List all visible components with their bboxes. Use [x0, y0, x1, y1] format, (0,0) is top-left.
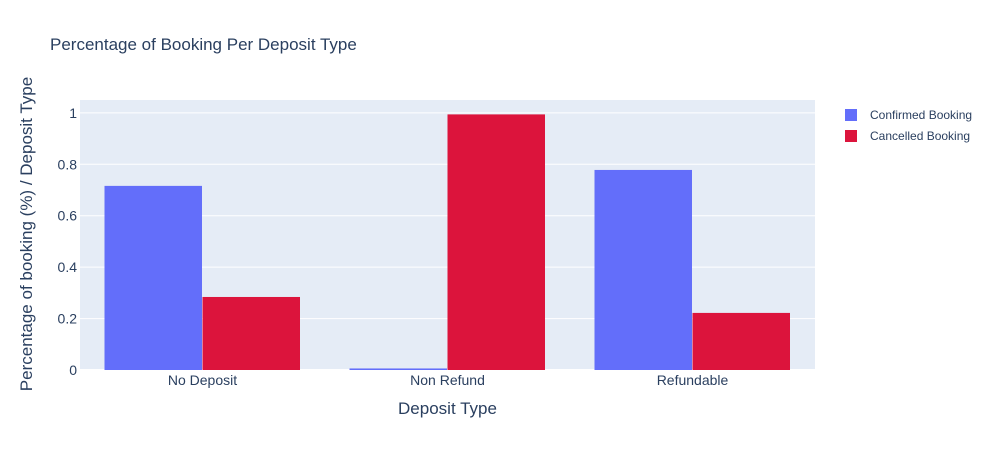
legend: Confirmed Booking Cancelled Booking	[845, 108, 972, 143]
y-tick-label: 1	[69, 105, 77, 121]
y-tick-labels: 0 0.2 0.4 0.6 0.8 1	[58, 105, 78, 378]
legend-swatch	[845, 130, 857, 142]
y-tick-label: 0	[69, 362, 77, 378]
bar-confirmed-booking	[104, 185, 202, 370]
x-tick-label: Refundable	[657, 372, 729, 388]
y-tick-label: 0.2	[58, 311, 78, 327]
y-axis-label: Percentage of booking (%) / Deposit Type	[17, 77, 36, 391]
x-tick-label: No Deposit	[168, 372, 237, 388]
bar-cancelled-booking	[447, 114, 545, 371]
y-tick-label: 0.4	[58, 259, 78, 275]
y-tick-label: 0.8	[58, 156, 78, 172]
chart-title: Percentage of Booking Per Deposit Type	[50, 35, 357, 54]
bar-cancelled-booking	[202, 296, 300, 370]
x-tick-labels: No Deposit Non Refund Refundable	[168, 372, 729, 388]
bar-confirmed-booking	[349, 368, 447, 370]
legend-label: Cancelled Booking	[870, 129, 970, 143]
legend-label: Confirmed Booking	[870, 108, 972, 122]
x-axis-label: Deposit Type	[398, 399, 497, 418]
y-tick-label: 0.6	[58, 208, 78, 224]
legend-swatch	[845, 109, 857, 121]
bar-confirmed-booking	[594, 169, 692, 370]
bar-cancelled-booking	[692, 312, 790, 370]
bars	[104, 114, 790, 371]
x-tick-label: Non Refund	[410, 372, 485, 388]
